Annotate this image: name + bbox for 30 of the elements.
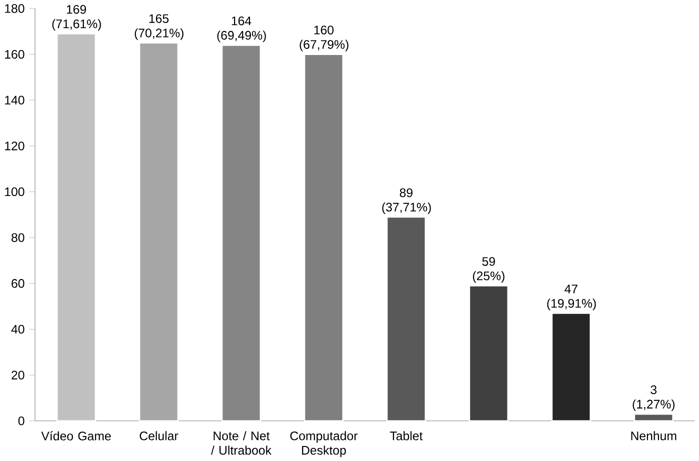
y-tick-label: 20: [12, 370, 24, 380]
y-tick-label: 140: [5, 96, 24, 104]
x-tick-label: Computador Desktop: [290, 431, 358, 458]
y-tick-label: 60: [12, 278, 24, 288]
data-label: 47 (19,91%): [547, 284, 596, 310]
y-tick-label: 80: [12, 233, 24, 242]
data-label: 59 (25%): [472, 256, 504, 283]
data-label: 169 (71,61%): [52, 4, 101, 31]
x-tick-label: Celular: [140, 431, 178, 440]
data-label: 165 (70,21%): [134, 14, 184, 40]
x-tick-label: Vídeo Game: [41, 431, 111, 440]
y-tick-label: 180: [5, 4, 24, 13]
x-tick-label: Tablet: [390, 431, 423, 440]
y-tick-label: 120: [5, 141, 24, 150]
bar: [56, 32, 96, 422]
bar: [634, 413, 674, 422]
x-tick-label: Nenhum: [631, 431, 676, 440]
bar: [386, 216, 426, 422]
data-label: 89 (37,71%): [382, 188, 431, 214]
data-label: 160 (67,79%): [300, 26, 348, 52]
bar: [468, 284, 509, 422]
data-label: 164 (69,49%): [217, 16, 266, 42]
y-tick-label: 160: [5, 50, 24, 59]
y-tick-label: 100: [5, 187, 24, 196]
data-label: 3 (1,27%): [632, 385, 675, 411]
x-tick-label: Note / Net / Ultrabook: [210, 431, 272, 455]
y-tick-label: 0: [18, 416, 24, 426]
y-tick-label: 40: [11, 324, 24, 334]
bar: [138, 42, 179, 422]
bar: [551, 312, 592, 422]
